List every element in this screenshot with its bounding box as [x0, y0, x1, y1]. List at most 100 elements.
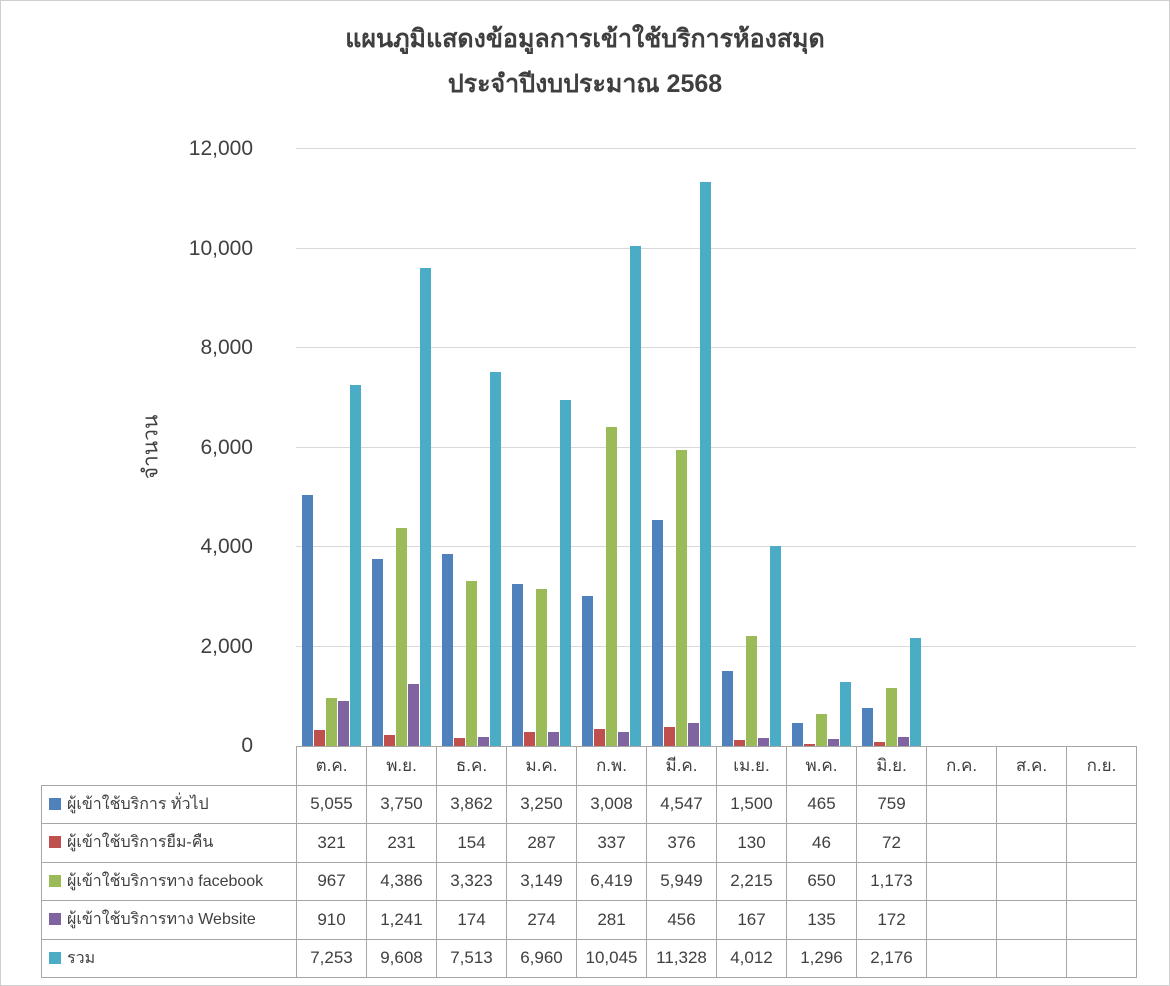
value-cell [1066, 823, 1137, 863]
series-row: ผู้เข้าใช้บริการทาง facebook 967 4,386 3,32… [41, 861, 1137, 901]
value-cell: 1,241 [366, 900, 437, 940]
y-tick-label: 8,000 [200, 336, 253, 359]
bar [559, 399, 571, 746]
value-cell [926, 861, 997, 901]
value-cell [996, 938, 1067, 978]
value-cell [926, 823, 997, 863]
bar [395, 527, 407, 746]
bar-group-ส.ค. [996, 149, 1066, 746]
bar [371, 559, 383, 746]
value-cell: 456 [646, 900, 717, 940]
bar [535, 589, 547, 746]
value-cell: 7,253 [296, 938, 367, 978]
bar-group-เม.ย. [716, 149, 786, 746]
table-corner-cell [42, 747, 297, 786]
bar [453, 738, 465, 746]
series-row: ผู้เข้าใช้บริการ ทั่วไป 5,055 3,750 3,862 3,… [41, 784, 1137, 824]
value-cell [926, 938, 997, 978]
value-cell [926, 784, 997, 824]
bar [325, 697, 337, 746]
value-cell: 287 [506, 823, 577, 863]
value-cell: 376 [646, 823, 717, 863]
bar [827, 739, 839, 746]
bar [617, 732, 629, 746]
value-cell [996, 823, 1067, 863]
chart-title: แผนภูมิแสดงข้อมูลการเข้าใช้บริการห้องสมุ… [1, 17, 1169, 107]
bar-group-ก.พ. [576, 149, 646, 746]
value-cell: 172 [856, 900, 927, 940]
bar [337, 700, 349, 746]
bar [675, 450, 687, 746]
value-cell: 759 [856, 784, 927, 824]
value-cell: 3,250 [506, 784, 577, 824]
bar [383, 734, 395, 746]
bar [873, 742, 885, 746]
plot-area [296, 148, 1136, 746]
bar-group-มี.ค. [646, 149, 716, 746]
series-label-cell: ผู้เข้าใช้บริการ ทั่วไป [41, 784, 297, 824]
y-tick-label: 2,000 [200, 634, 253, 658]
month-header-cell: ก.ย. [1066, 746, 1137, 786]
value-cell [1066, 784, 1137, 824]
value-cell: 3,750 [366, 784, 437, 824]
value-cell: 337 [576, 823, 647, 863]
value-cell: 1,173 [856, 861, 927, 901]
chart-title-line1: แผนภูมิแสดงข้อมูลการเข้าใช้บริการห้องสมุ… [345, 25, 825, 53]
value-cell: 7,513 [436, 938, 507, 978]
value-cell: 910 [296, 900, 367, 940]
value-cell: 4,386 [366, 861, 437, 901]
series-row: ผู้เข้าใช้บริการทาง Website 910 1,241 174 27… [41, 900, 1137, 940]
value-cell: 4,547 [646, 784, 717, 824]
bar [803, 743, 815, 746]
gridline [296, 247, 1136, 249]
series-name: ผู้เข้าใช้บริการทาง Website [67, 911, 256, 929]
value-cell: 3,323 [436, 861, 507, 901]
series-label-cell: รวม [41, 938, 297, 978]
bar [885, 687, 897, 746]
bar [815, 713, 827, 746]
bar-group-ม.ค. [506, 149, 576, 746]
value-cell: 274 [506, 900, 577, 940]
month-header-cell: ต.ค. [296, 746, 367, 786]
series-row: รวม 7,253 9,608 7,513 6,960 10,045 11,328 4,012… [41, 938, 1137, 978]
bar-group-ต.ค. [296, 149, 366, 746]
bar [465, 580, 477, 746]
value-cell: 281 [576, 900, 647, 940]
gridline [296, 645, 1136, 647]
value-cell: 321 [296, 823, 367, 863]
value-cell: 167 [716, 900, 787, 940]
bar [407, 684, 419, 746]
month-header-cell: พ.ค. [786, 746, 857, 786]
y-tick-label: 0 [241, 734, 253, 757]
bar [721, 671, 733, 746]
bar-group-ก.ย. [1066, 149, 1136, 746]
bar [687, 723, 699, 746]
legend-swatch [49, 874, 61, 887]
bar [605, 426, 617, 746]
value-cell: 130 [716, 823, 787, 863]
value-cell: 967 [296, 861, 367, 901]
value-cell [926, 900, 997, 940]
gridline [296, 446, 1136, 448]
bar [897, 737, 909, 746]
y-tick-label: 10,000 [188, 236, 253, 260]
bar [511, 584, 523, 746]
month-header-cell: ก.พ. [576, 746, 647, 786]
y-tick-label: 6,000 [200, 435, 253, 459]
bar [699, 182, 711, 746]
value-cell: 231 [366, 823, 437, 863]
bar [593, 729, 605, 746]
value-cell: 46 [786, 823, 857, 863]
value-cell: 154 [436, 823, 507, 863]
month-header-cell: พ.ย. [366, 746, 437, 786]
bar [301, 494, 313, 746]
bar [769, 546, 781, 746]
value-cell: 5,949 [646, 861, 717, 901]
chart-title-line2: ประจำปีงบประมาณ 2568 [447, 70, 723, 98]
bar-group-พ.ย. [366, 149, 436, 746]
bar [791, 722, 803, 746]
series-name: ผู้เข้าใช้บริการ ทั่วไป [67, 795, 209, 813]
bar [629, 246, 641, 746]
bar [839, 681, 851, 746]
